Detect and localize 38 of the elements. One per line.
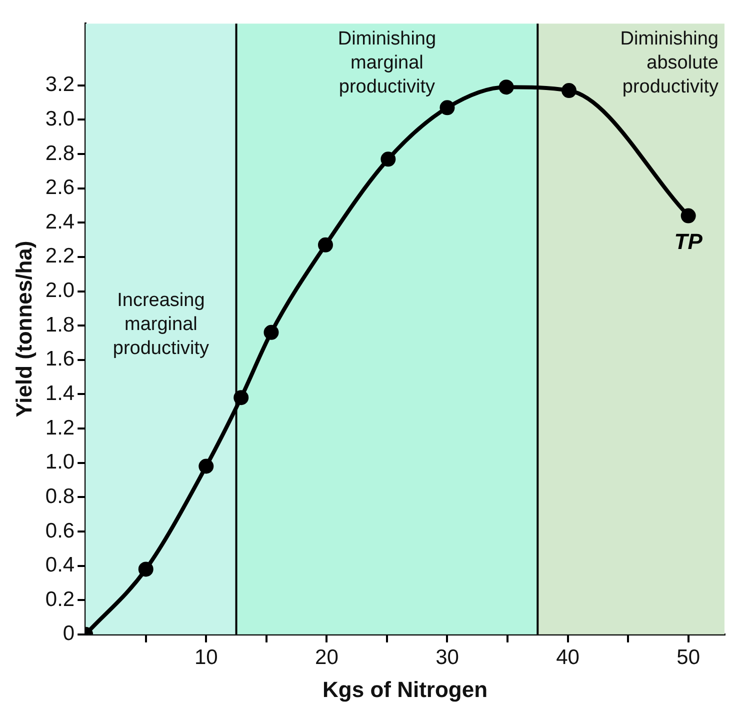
- y-axis-title: Yield (tonnes/ha): [11, 240, 36, 418]
- point: [498, 80, 514, 95]
- y-tick-label: 1.8: [45, 313, 75, 336]
- x-tick-label: 50: [676, 646, 700, 669]
- y-tick-label: 0.8: [45, 484, 75, 508]
- annotation: TP: [674, 228, 703, 254]
- y-tick-label: 2.2: [45, 244, 75, 268]
- y-tick-label: 2.0: [45, 279, 75, 302]
- x-tick-label: 10: [194, 646, 218, 669]
- point: [440, 100, 455, 116]
- point: [318, 237, 333, 252]
- point: [561, 83, 576, 98]
- y-tick-label: 3.0: [45, 107, 75, 130]
- y-tick-label: 2.6: [45, 176, 75, 200]
- y-tick-label: 0.2: [45, 588, 75, 611]
- point: [380, 152, 396, 167]
- y-tick-label: 1.6: [45, 348, 75, 371]
- x-axis-title: Kgs of Nitrogen: [322, 676, 488, 702]
- y-tick-label: 0.6: [45, 519, 75, 542]
- y-tick-label: 0: [62, 622, 75, 646]
- y-tick-label: 1.0: [45, 450, 75, 474]
- point: [198, 458, 214, 474]
- band-label: Diminishing absolute productivity: [620, 28, 719, 98]
- y-tick-label: 3.2: [45, 73, 75, 96]
- y-tick-label: 2.8: [45, 142, 75, 165]
- y-tick-label: 0.4: [45, 554, 75, 577]
- x-tick-label: 30: [436, 646, 459, 669]
- y-tick-label: 1.2: [45, 416, 75, 440]
- point: [680, 208, 696, 224]
- point: [234, 390, 249, 406]
- band-label: Diminishing marginal productivity: [338, 28, 436, 98]
- y-tick-label: 1.4: [45, 382, 75, 405]
- x-tick-label: 20: [315, 646, 338, 669]
- band-label: Increasing marginal productivity: [112, 290, 210, 359]
- point: [264, 324, 279, 340]
- point: [138, 562, 154, 577]
- x-tick-label: 40: [556, 646, 580, 669]
- y-tick-label: 2.4: [45, 210, 75, 234]
